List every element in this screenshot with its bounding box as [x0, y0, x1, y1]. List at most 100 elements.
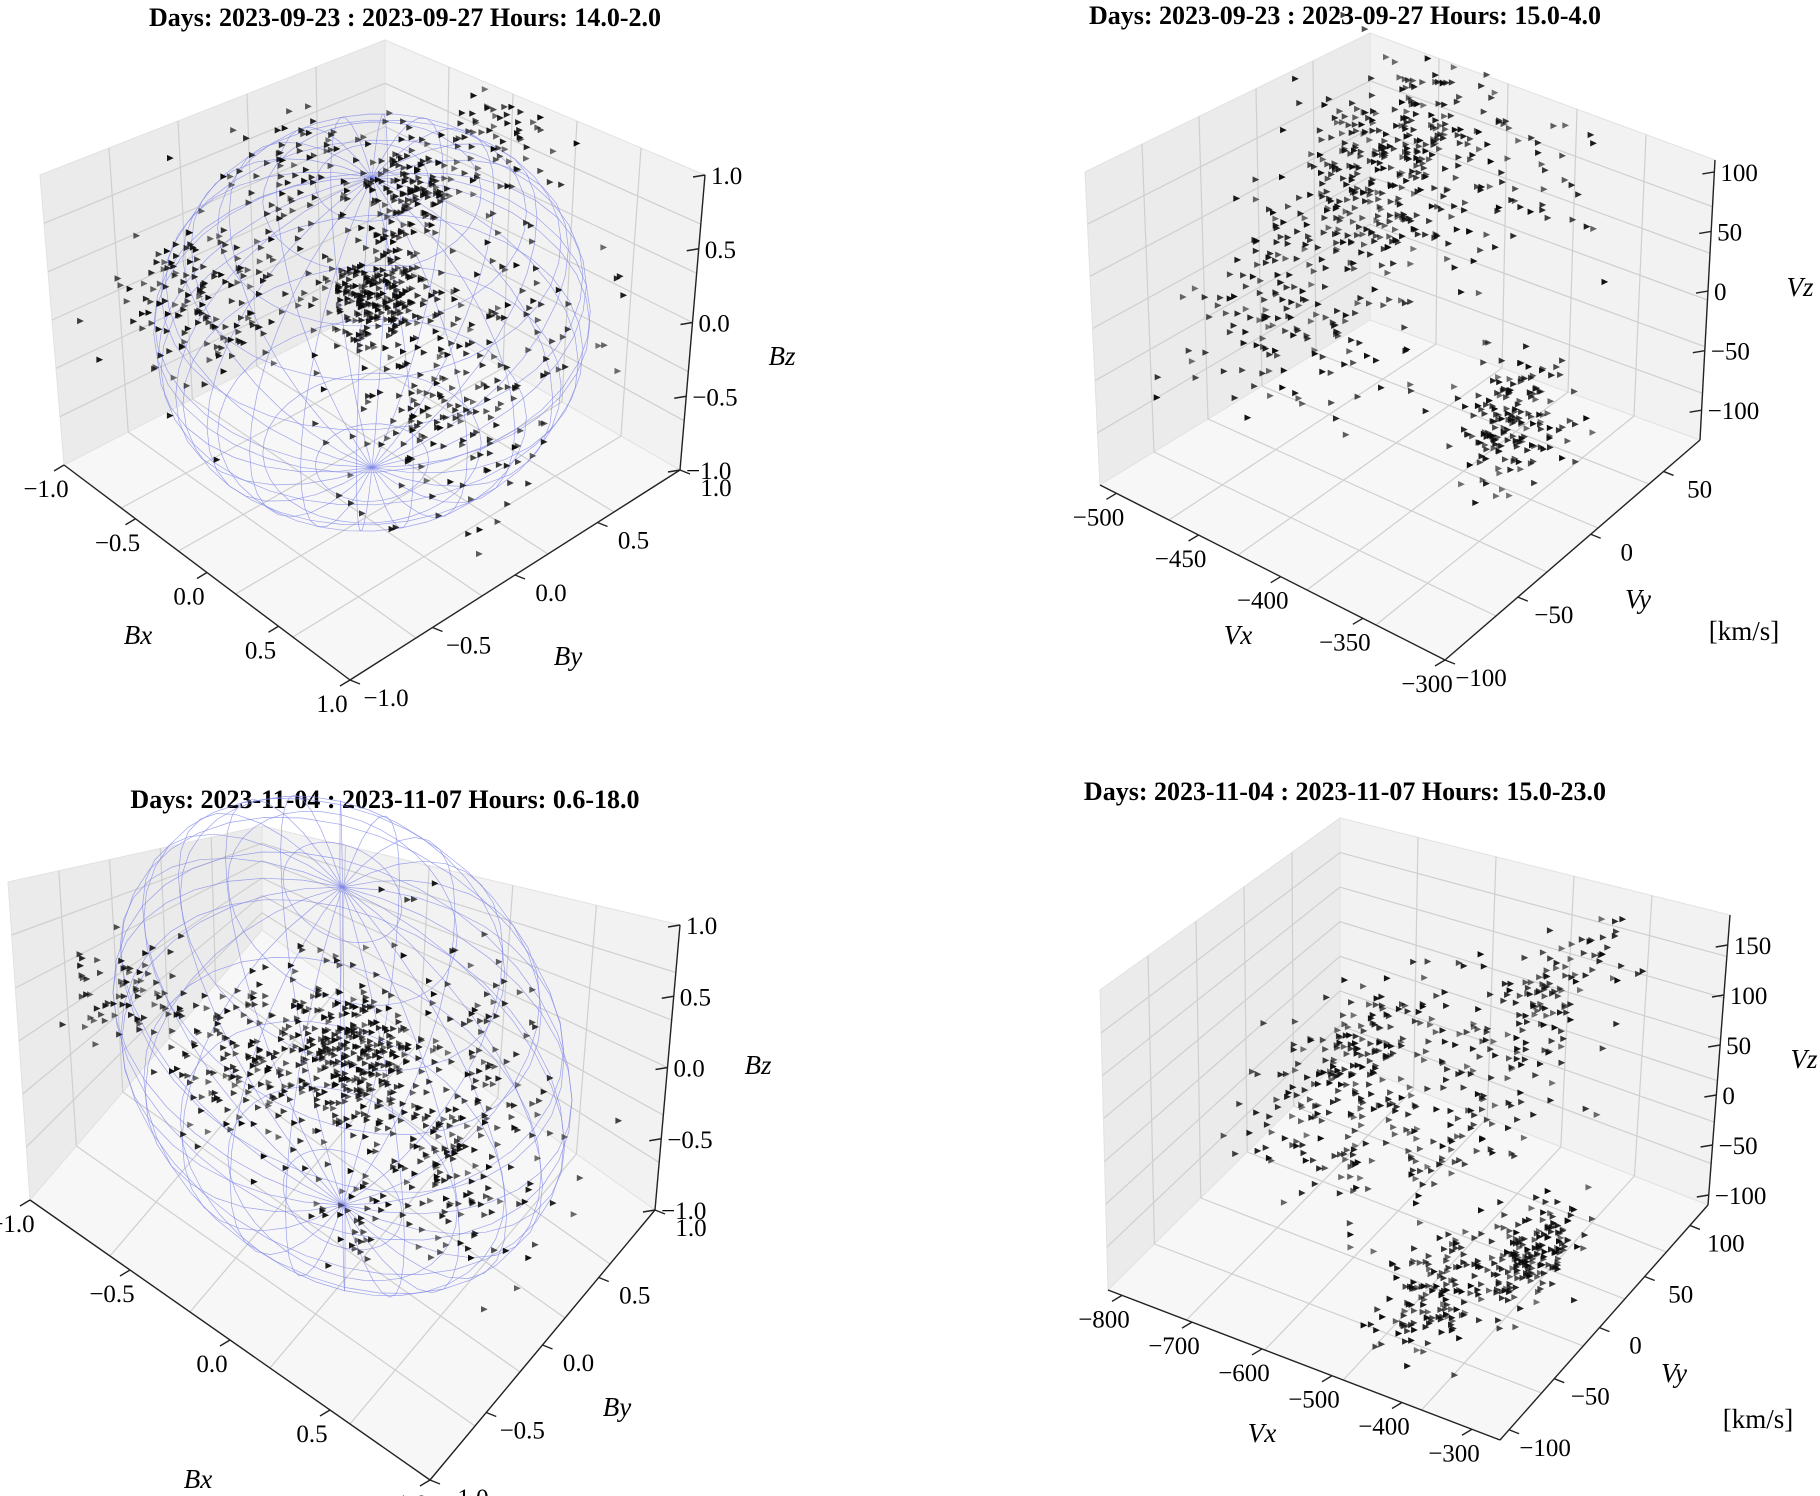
- data-point: [1401, 324, 1409, 331]
- data-point: [570, 1211, 578, 1218]
- data-point: [1332, 321, 1339, 329]
- data-point: [1367, 198, 1375, 205]
- data-point: [1295, 395, 1303, 402]
- data-point: [1458, 1244, 1465, 1251]
- data-point: [479, 362, 487, 369]
- data-point: [515, 458, 522, 466]
- data-point: [1541, 1248, 1549, 1256]
- data-point: [1571, 388, 1578, 395]
- x-axis-label: Bx: [184, 1464, 212, 1494]
- data-point: [1495, 1280, 1503, 1288]
- data-point: [1446, 443, 1454, 450]
- data-point: [377, 1117, 384, 1125]
- data-point: [343, 1085, 351, 1093]
- data-point: [345, 1122, 353, 1129]
- unit-label: [km/s]: [1709, 616, 1780, 646]
- data-point: [1292, 1067, 1299, 1074]
- data-point: [1491, 405, 1499, 413]
- data-point: [388, 1066, 396, 1074]
- data-point: [1540, 186, 1548, 193]
- data-point: [1411, 190, 1418, 197]
- z-axis-line: [1699, 159, 1716, 441]
- data-point: [400, 221, 408, 229]
- data-point: [417, 314, 424, 321]
- data-point: [1504, 1031, 1512, 1038]
- data-point: [254, 1038, 261, 1045]
- data-point: [1449, 1247, 1456, 1255]
- data-point: [250, 1120, 258, 1128]
- gridline: [1105, 990, 1715, 1205]
- data-point: [377, 210, 385, 218]
- z-tick-label: −1.0: [686, 458, 731, 485]
- data-point: [466, 409, 474, 416]
- data-point: [1257, 277, 1264, 284]
- data-point: [213, 456, 221, 463]
- z-tick: [1704, 1094, 1717, 1098]
- data-point: [119, 1001, 127, 1008]
- x-tick-label: 1.0: [316, 691, 347, 718]
- data-point: [484, 239, 492, 246]
- y-tick: [679, 469, 691, 475]
- data-point: [1384, 244, 1392, 251]
- data-point: [1371, 1021, 1379, 1028]
- data-point: [278, 1091, 286, 1099]
- data-point: [1336, 1039, 1344, 1046]
- data-point: [1556, 1249, 1564, 1256]
- data-point: [476, 1067, 483, 1075]
- data-point: [160, 266, 168, 273]
- data-point: [1412, 1175, 1420, 1182]
- plot-3d-bfield-nov: −1.0−0.50.00.51.0−1.0−0.50.00.51.0−1.0−0…: [0, 794, 717, 1496]
- y-tick: [1663, 470, 1674, 477]
- data-point: [1367, 1040, 1375, 1047]
- data-point: [327, 162, 335, 170]
- data-point: [1358, 1122, 1365, 1129]
- data-point: [1293, 1138, 1301, 1145]
- data-point: [432, 201, 439, 208]
- data-point: [1424, 1340, 1432, 1347]
- data-point: [268, 201, 276, 209]
- data-point: [417, 161, 425, 168]
- data-point: [1402, 1338, 1409, 1345]
- data-point: [187, 1121, 194, 1128]
- data-point: [1346, 1032, 1353, 1039]
- data-point: [344, 195, 352, 202]
- data-point: [1590, 225, 1597, 232]
- data-point: [547, 1130, 554, 1137]
- data-point: [363, 1237, 371, 1244]
- data-point: [1474, 183, 1481, 190]
- data-point: [318, 1006, 326, 1014]
- data-point: [358, 1078, 365, 1085]
- data-point: [391, 329, 398, 336]
- data-point: [1544, 410, 1552, 417]
- data-point: [1256, 317, 1264, 324]
- data-point: [452, 947, 459, 954]
- data-point: [1336, 217, 1344, 224]
- data-point: [1484, 1266, 1492, 1274]
- data-point: [502, 1247, 510, 1254]
- data-point: [1393, 1274, 1401, 1281]
- data-point: [322, 253, 329, 260]
- data-point: [1491, 89, 1499, 96]
- data-point: [1439, 1059, 1447, 1067]
- data-point: [1409, 168, 1417, 175]
- data-point: [1284, 1093, 1291, 1100]
- data-point: [238, 299, 246, 307]
- data-point: [529, 1019, 536, 1026]
- data-point: [213, 316, 220, 323]
- data-point: [213, 343, 221, 351]
- data-point: [325, 1018, 333, 1025]
- data-point: [1252, 247, 1260, 255]
- y-tick-label: −50: [1534, 602, 1573, 629]
- data-point: [534, 316, 542, 324]
- data-point: [292, 1043, 300, 1050]
- x-tick-label: −300: [1428, 1440, 1480, 1467]
- data-point: [1414, 231, 1422, 238]
- data-point: [1253, 342, 1261, 349]
- y-tick-label: 100: [1707, 1230, 1745, 1257]
- data-point: [349, 298, 356, 305]
- data-point: [1374, 1306, 1381, 1313]
- data-point: [438, 393, 445, 400]
- data-point: [1424, 1085, 1432, 1092]
- data-point: [437, 1249, 444, 1256]
- gridline: [1185, 1088, 1415, 1321]
